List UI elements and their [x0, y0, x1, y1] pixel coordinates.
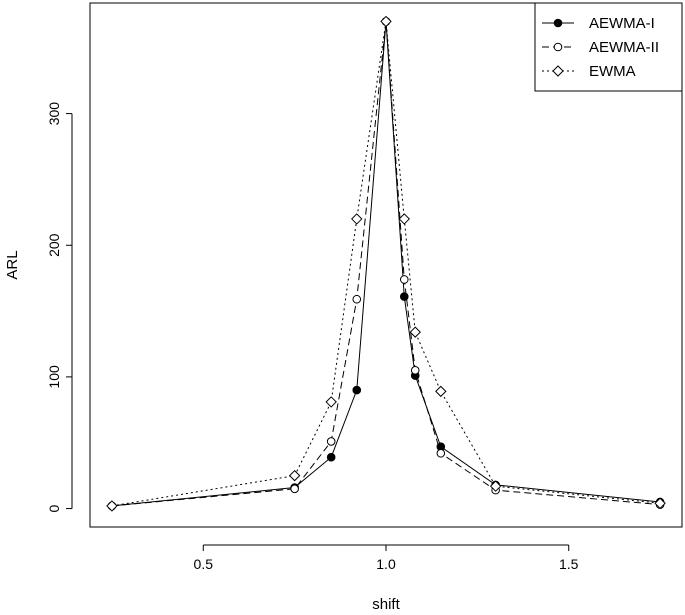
- x-axis-title: shift: [372, 596, 400, 613]
- data-point-aewma-i: [352, 385, 362, 395]
- legend-entries: AEWMA-I AEWMA-II EWMA: [542, 15, 659, 80]
- legend-marker-aewma-ii: [553, 42, 563, 52]
- data-point-ewma: [409, 326, 421, 338]
- data-point-aewma-ii: [436, 448, 446, 458]
- y-tick-label: 0: [46, 504, 62, 512]
- legend: AEWMA-I AEWMA-II EWMA: [534, 2, 683, 92]
- legend-marker-aewma-i: [553, 18, 563, 28]
- data-point-aewma-i: [399, 292, 409, 301]
- x-tick-label: 0.5: [194, 556, 214, 572]
- data-point-aewma-ii: [326, 437, 336, 446]
- x-tick-label: 1.0: [376, 556, 396, 572]
- legend-label-aewma-i: AEWMA-I: [589, 15, 655, 32]
- data-point-ewma: [288, 469, 301, 482]
- data-point-ewma: [489, 480, 502, 492]
- legend-label-ewma: EWMA: [589, 63, 636, 80]
- data-point-ewma: [106, 500, 118, 512]
- series-ewma: [106, 15, 666, 512]
- data-point-aewma-ii: [352, 294, 362, 304]
- data-point-ewma: [351, 213, 363, 225]
- data-point-ewma: [654, 497, 666, 510]
- data-point-ewma: [435, 385, 447, 398]
- y-axis-title: ARL: [4, 250, 21, 279]
- x-tick-label: 1.5: [559, 556, 579, 572]
- data-point-aewma-ii: [290, 484, 299, 494]
- data-point-ewma: [398, 213, 410, 225]
- y-tick-label: 300: [46, 102, 62, 126]
- data-point-aewma-i: [326, 452, 336, 462]
- series-layer: [106, 15, 666, 512]
- y-tick-label: 100: [46, 365, 62, 389]
- legend-label-aewma-ii: AEWMA-II: [589, 39, 659, 56]
- series-line-aewma-i: [111, 21, 661, 507]
- data-point-ewma: [325, 396, 337, 408]
- plot-frame: [89, 2, 683, 528]
- y-tick-label: 200: [46, 233, 62, 257]
- legend-marker-ewma: [552, 65, 564, 77]
- series-line-aewma-ii: [111, 21, 661, 507]
- series-line-ewma: [111, 21, 661, 507]
- data-point-ewma: [380, 15, 392, 28]
- data-point-aewma-ii: [399, 275, 409, 284]
- axes-layer: 0.5 1.0 1.5 0 100 200 300: [46, 102, 579, 572]
- data-point-aewma-ii: [410, 366, 420, 375]
